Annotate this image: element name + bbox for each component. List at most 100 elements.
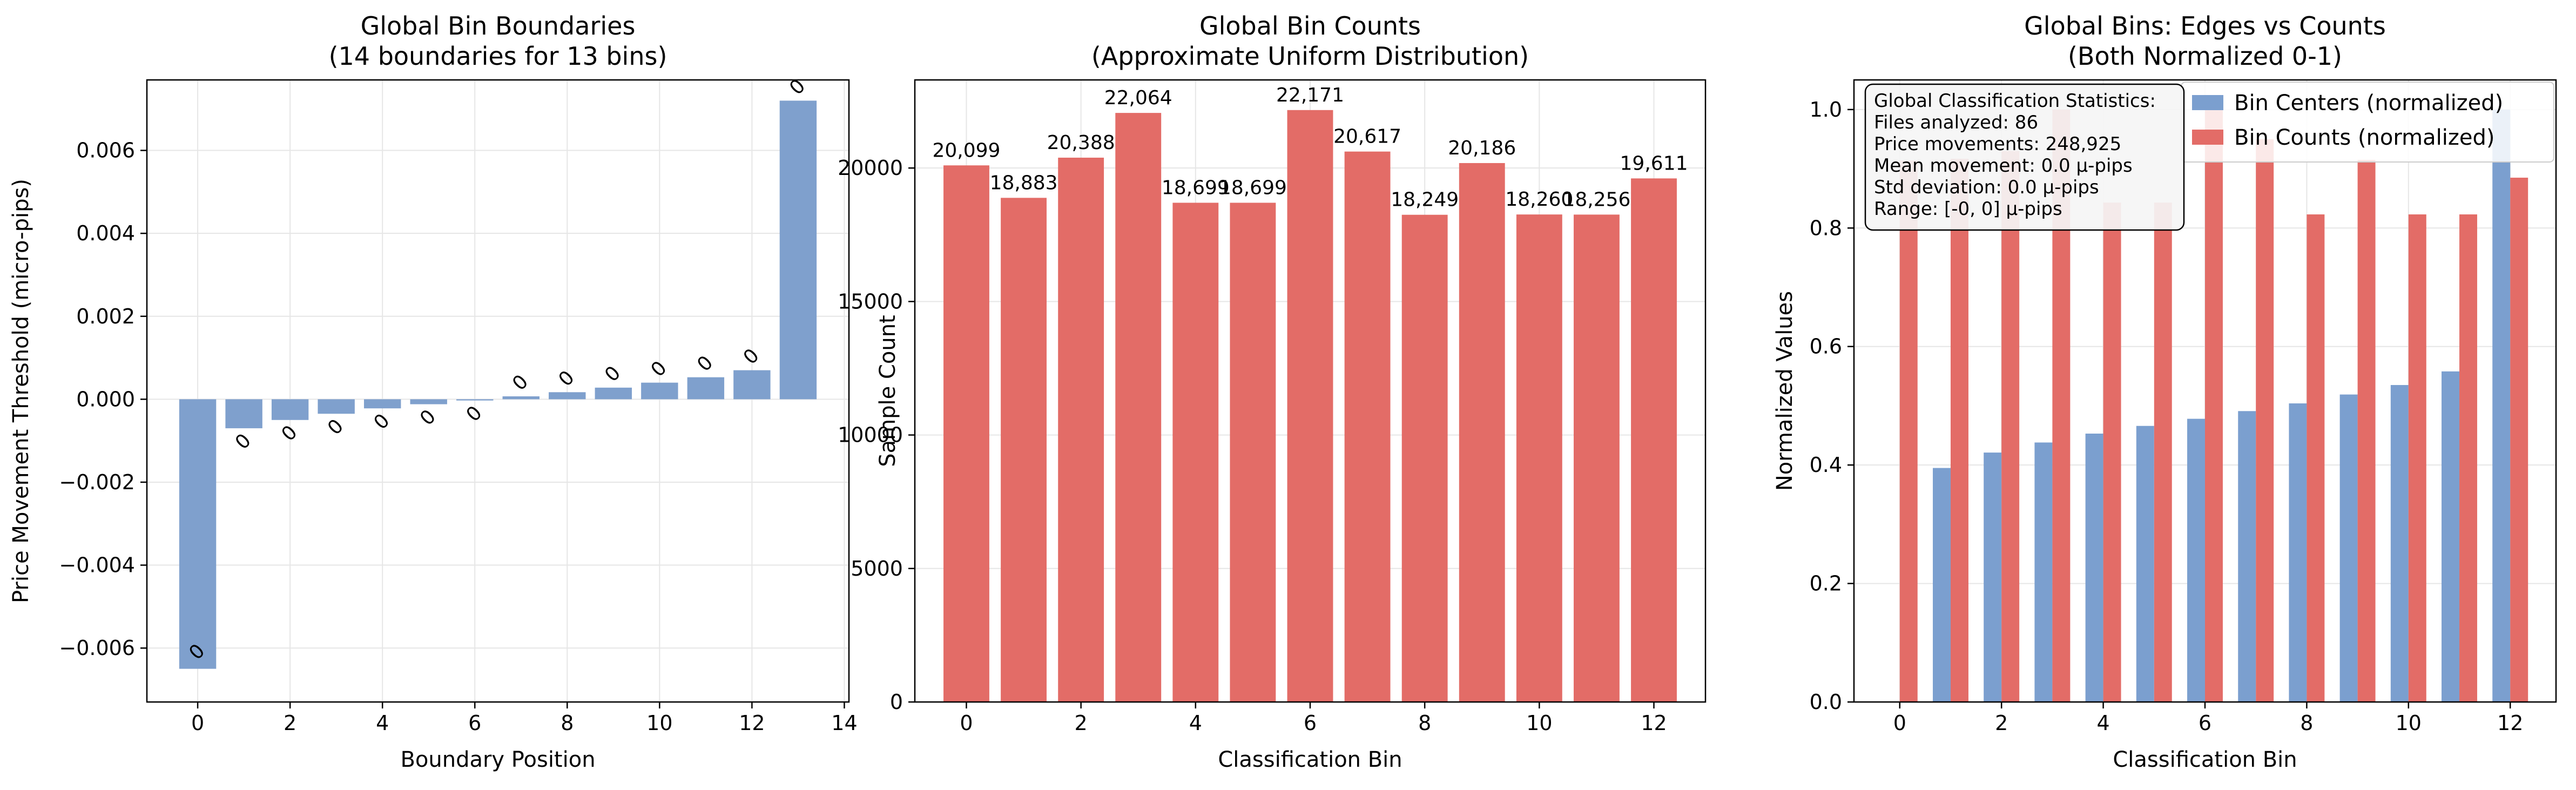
bar bbox=[549, 392, 586, 400]
stats-line: Files analyzed: 86 bbox=[1874, 112, 2038, 133]
y-tick-label: −0.006 bbox=[59, 636, 135, 660]
stats-line: Std deviation: 0.0 µ-pips bbox=[1874, 177, 2099, 198]
bar bbox=[271, 399, 309, 420]
bar-bin-counts bbox=[2459, 214, 2477, 703]
chart-subtitle: (14 boundaries for 13 bins) bbox=[329, 42, 667, 71]
bar bbox=[595, 387, 632, 400]
bar bbox=[1058, 157, 1104, 702]
chart-panel-1: 00 0 0 0 0 00 0 0 0 0 000 2 4 6 8 10 12 14−0.006−0.004−0.… bbox=[9, 11, 858, 772]
chart-title: Global Bins: Edges vs Counts bbox=[2024, 11, 2386, 40]
y-tick-label: 15000 bbox=[838, 289, 903, 313]
x-tick-label: 12 bbox=[739, 711, 765, 735]
bar bbox=[179, 399, 217, 669]
stats-line: Mean movement: 0.0 µ-pips bbox=[1874, 155, 2133, 177]
bar bbox=[1574, 214, 1620, 702]
chart-subtitle: (Approximate Uniform Distribution) bbox=[1091, 42, 1529, 71]
bar bbox=[1230, 202, 1276, 702]
y-axis-label: Normalized Values bbox=[1772, 291, 1797, 491]
y-tick-label: 0.002 bbox=[76, 305, 135, 328]
x-tick-label: 12 bbox=[2497, 711, 2523, 735]
x-tick-label: 2 bbox=[1995, 711, 2008, 735]
bar bbox=[733, 370, 771, 400]
bar-bin-counts bbox=[2307, 214, 2325, 703]
bar-bin-centers bbox=[2085, 433, 2103, 702]
y-tick-label: 20000 bbox=[838, 156, 903, 180]
bar-bin-centers bbox=[2187, 418, 2205, 702]
stats-line: Global Classification Statistics: bbox=[1874, 90, 2156, 112]
y-tick-label: 0.4 bbox=[1810, 453, 1842, 477]
bar bbox=[943, 165, 989, 702]
bar bbox=[318, 399, 355, 414]
bar bbox=[363, 399, 401, 409]
bar-bin-centers bbox=[2238, 411, 2256, 702]
bar-bin-counts bbox=[2154, 202, 2172, 702]
bar bbox=[1001, 198, 1047, 702]
chart-title: Global Bin Boundaries bbox=[361, 11, 636, 40]
bar bbox=[687, 377, 725, 400]
bar bbox=[779, 100, 817, 400]
x-tick-label: 6 bbox=[2199, 711, 2211, 735]
bar-bin-counts bbox=[2103, 202, 2121, 702]
bar-value-label: 22,064 bbox=[1104, 87, 1172, 109]
bar-bin-centers bbox=[2390, 385, 2409, 702]
x-axis-label: Classification Bin bbox=[1218, 747, 1402, 772]
bar-bin-counts bbox=[2205, 109, 2223, 702]
y-tick-label: −0.002 bbox=[59, 470, 135, 494]
bar bbox=[1631, 178, 1677, 703]
bar-bin-centers bbox=[2034, 442, 2053, 702]
x-axis-label: Classification Bin bbox=[2113, 747, 2297, 772]
x-tick-label: 2 bbox=[1075, 711, 1088, 735]
y-tick-label: 0.000 bbox=[76, 387, 135, 411]
x-tick-label: 12 bbox=[1641, 711, 1667, 735]
x-tick-label: 10 bbox=[2396, 711, 2422, 735]
x-tick-label: 8 bbox=[2300, 711, 2313, 735]
bar-bin-centers bbox=[2136, 426, 2154, 702]
legend-label: Bin Centers (normalized) bbox=[2234, 91, 2503, 116]
bar-bin-counts bbox=[2001, 151, 2020, 703]
bar-value-label: 22,171 bbox=[1276, 84, 1344, 106]
y-tick-label: 0.0 bbox=[1810, 690, 1842, 714]
bar bbox=[1172, 202, 1219, 702]
bar bbox=[1401, 214, 1448, 703]
x-tick-label: 4 bbox=[2097, 711, 2110, 735]
x-tick-label: 14 bbox=[831, 711, 857, 735]
y-axis-label: Sample Count bbox=[875, 315, 900, 467]
stats-line: Range: [-0, 0] µ-pips bbox=[1874, 198, 2062, 220]
x-tick-label: 10 bbox=[1526, 711, 1552, 735]
legend-label: Bin Counts (normalized) bbox=[2234, 125, 2494, 150]
bar-value-label: 18,699 bbox=[1162, 177, 1230, 199]
bar bbox=[502, 396, 540, 400]
x-tick-label: 6 bbox=[468, 711, 481, 735]
bar-value-label: 20,099 bbox=[932, 139, 1000, 161]
legend-swatch bbox=[2192, 95, 2223, 110]
y-tick-label: 0.2 bbox=[1810, 572, 1842, 596]
y-tick-label: 0.004 bbox=[76, 221, 135, 245]
x-tick-label: 8 bbox=[561, 711, 574, 735]
bar-bin-counts bbox=[2357, 160, 2376, 703]
legend-swatch bbox=[2192, 130, 2223, 145]
bar-value-label: 19,611 bbox=[1620, 152, 1688, 174]
x-tick-label: 8 bbox=[1418, 711, 1431, 735]
y-tick-label: 10000 bbox=[838, 423, 903, 447]
y-tick-label: 1.0 bbox=[1810, 98, 1842, 121]
y-tick-label: 0.8 bbox=[1810, 216, 1842, 240]
chart-title: Global Bin Counts bbox=[1199, 11, 1421, 40]
bar-bin-centers bbox=[1933, 468, 1951, 702]
bar-value-label: 20,617 bbox=[1333, 126, 1401, 148]
bar-bin-counts bbox=[1899, 160, 1918, 702]
stats-line: Price movements: 248,925 bbox=[1874, 133, 2121, 155]
bar-value-label: 18,249 bbox=[1391, 189, 1459, 211]
legend: Bin Centers (normalized) Bin Counts (norm… bbox=[2181, 82, 2554, 163]
bar bbox=[1516, 214, 1562, 702]
bar-bin-centers bbox=[2289, 403, 2307, 702]
y-tick-label: −0.004 bbox=[59, 553, 135, 577]
bar bbox=[1115, 113, 1162, 703]
axes-frame bbox=[146, 79, 850, 703]
chart-panel-3: 0 2 4 6 8 10 12 0.0 0.2 0.4 0.6 0.8 1.0 Global Bins: … bbox=[1772, 11, 2557, 772]
x-tick-label: 2 bbox=[284, 711, 296, 735]
bar-bin-centers bbox=[2442, 371, 2460, 702]
y-axis-label: Price Movement Threshold (micro-pips) bbox=[9, 179, 33, 603]
bar-value-label: 20,388 bbox=[1047, 132, 1115, 154]
